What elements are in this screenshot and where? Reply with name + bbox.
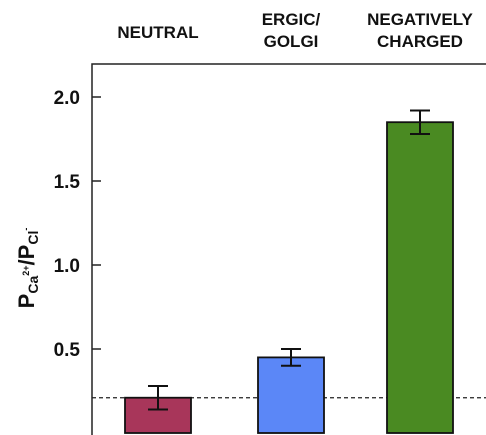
bar: [257, 356, 325, 434]
bar: [386, 121, 454, 434]
y-axis-label: PCa2+/PCl-: [14, 228, 41, 309]
y-axis-ticks: 0.5 1.0 1.5 2.0: [54, 88, 101, 361]
category-labels: NEUTRAL ERGIC/GOLGI NEGATIVELY CHARGED: [117, 10, 473, 51]
category-label: GOLGI: [264, 32, 319, 51]
category-label: CHARGED: [377, 32, 463, 51]
y-tick-label: 1.5: [54, 172, 81, 193]
category-label: ERGIC/: [262, 10, 321, 29]
category-label: NEGATIVELY: [367, 10, 473, 29]
y-tick-label: 1.0: [54, 256, 80, 277]
category-label: NEUTRAL: [117, 23, 198, 42]
plot-frame: [91, 63, 486, 435]
y-tick-label: 2.0: [54, 88, 80, 109]
y-tick-label: 0.5: [54, 340, 81, 361]
bars-group: [124, 109, 454, 434]
